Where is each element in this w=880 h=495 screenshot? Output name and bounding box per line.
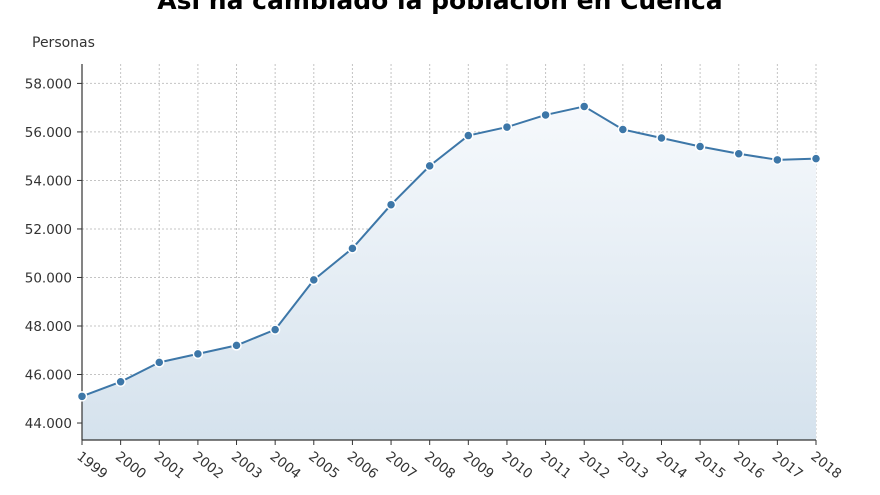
axes xyxy=(77,64,817,445)
data-point[interactable] xyxy=(269,324,281,335)
data-point[interactable] xyxy=(424,160,435,172)
x-tick-label: 2016 xyxy=(730,449,767,483)
x-tick-label: 2010 xyxy=(498,449,535,483)
data-point[interactable] xyxy=(578,101,590,112)
data-point[interactable] xyxy=(192,348,204,360)
data-point[interactable] xyxy=(347,243,358,254)
y-tick-label: 54.000 xyxy=(25,173,72,189)
x-tick-label: 2011 xyxy=(537,449,574,483)
y-tick-label: 44.000 xyxy=(25,416,72,432)
data-point[interactable] xyxy=(617,124,629,135)
data-point[interactable] xyxy=(656,132,667,144)
data-point[interactable] xyxy=(308,274,320,286)
x-tick-label: 2001 xyxy=(151,449,188,483)
data-point[interactable] xyxy=(810,153,822,164)
area-fill xyxy=(82,106,816,441)
data-point[interactable] xyxy=(694,141,706,152)
x-tick-labels: 1999 2000 2001 2002 2003 2004 2005 2006 2007 2008… xyxy=(74,449,845,483)
data-point[interactable] xyxy=(463,130,474,141)
y-tick-labels: 44.000 46.000 48.000 50.000 52.000 54.000 56.0… xyxy=(25,76,72,432)
x-tick-label: 2003 xyxy=(228,449,265,483)
chart-title: Así ha cambiado la población en Cuenca xyxy=(157,0,723,15)
data-point[interactable] xyxy=(231,340,242,351)
x-tick-label: 2017 xyxy=(769,449,806,483)
data-point[interactable] xyxy=(733,148,744,160)
x-tick-label: 2012 xyxy=(576,449,613,483)
y-axis-label: Personas xyxy=(32,35,95,51)
x-tick-label: 2006 xyxy=(344,449,381,483)
series-line xyxy=(81,105,817,398)
x-tick-label: 2008 xyxy=(421,449,458,483)
data-point[interactable] xyxy=(501,121,513,133)
x-tick-label: 2007 xyxy=(383,449,420,483)
data-points xyxy=(76,101,822,402)
data-point[interactable] xyxy=(772,154,783,166)
x-tick-label: 2013 xyxy=(614,449,651,483)
x-tick-label: 2000 xyxy=(112,449,149,483)
y-tick-label: 58.000 xyxy=(25,76,72,92)
y-tick-label: 52.000 xyxy=(25,222,72,238)
data-point[interactable] xyxy=(154,357,165,368)
series-line-layer xyxy=(81,105,817,398)
data-point[interactable] xyxy=(385,199,397,210)
x-tick-label: 2009 xyxy=(460,449,497,483)
y-tick-label: 48.000 xyxy=(25,319,72,335)
x-tick-label: 2015 xyxy=(692,449,729,483)
data-point[interactable] xyxy=(540,109,551,121)
x-tick-label: 2014 xyxy=(653,449,690,483)
x-tick-label: 2005 xyxy=(305,449,342,483)
y-tick-label: 50.000 xyxy=(25,270,72,286)
x-tick-label: 2018 xyxy=(808,449,845,483)
x-tick-label: 2004 xyxy=(267,449,304,483)
area-fill-layer xyxy=(82,106,816,441)
x-tick-label: 1999 xyxy=(74,449,111,483)
y-tick-label: 56.000 xyxy=(25,125,72,141)
data-point[interactable] xyxy=(115,376,126,388)
x-tick-label: 2002 xyxy=(189,449,226,483)
y-tick-label: 46.000 xyxy=(25,368,72,384)
data-point[interactable] xyxy=(76,391,88,402)
